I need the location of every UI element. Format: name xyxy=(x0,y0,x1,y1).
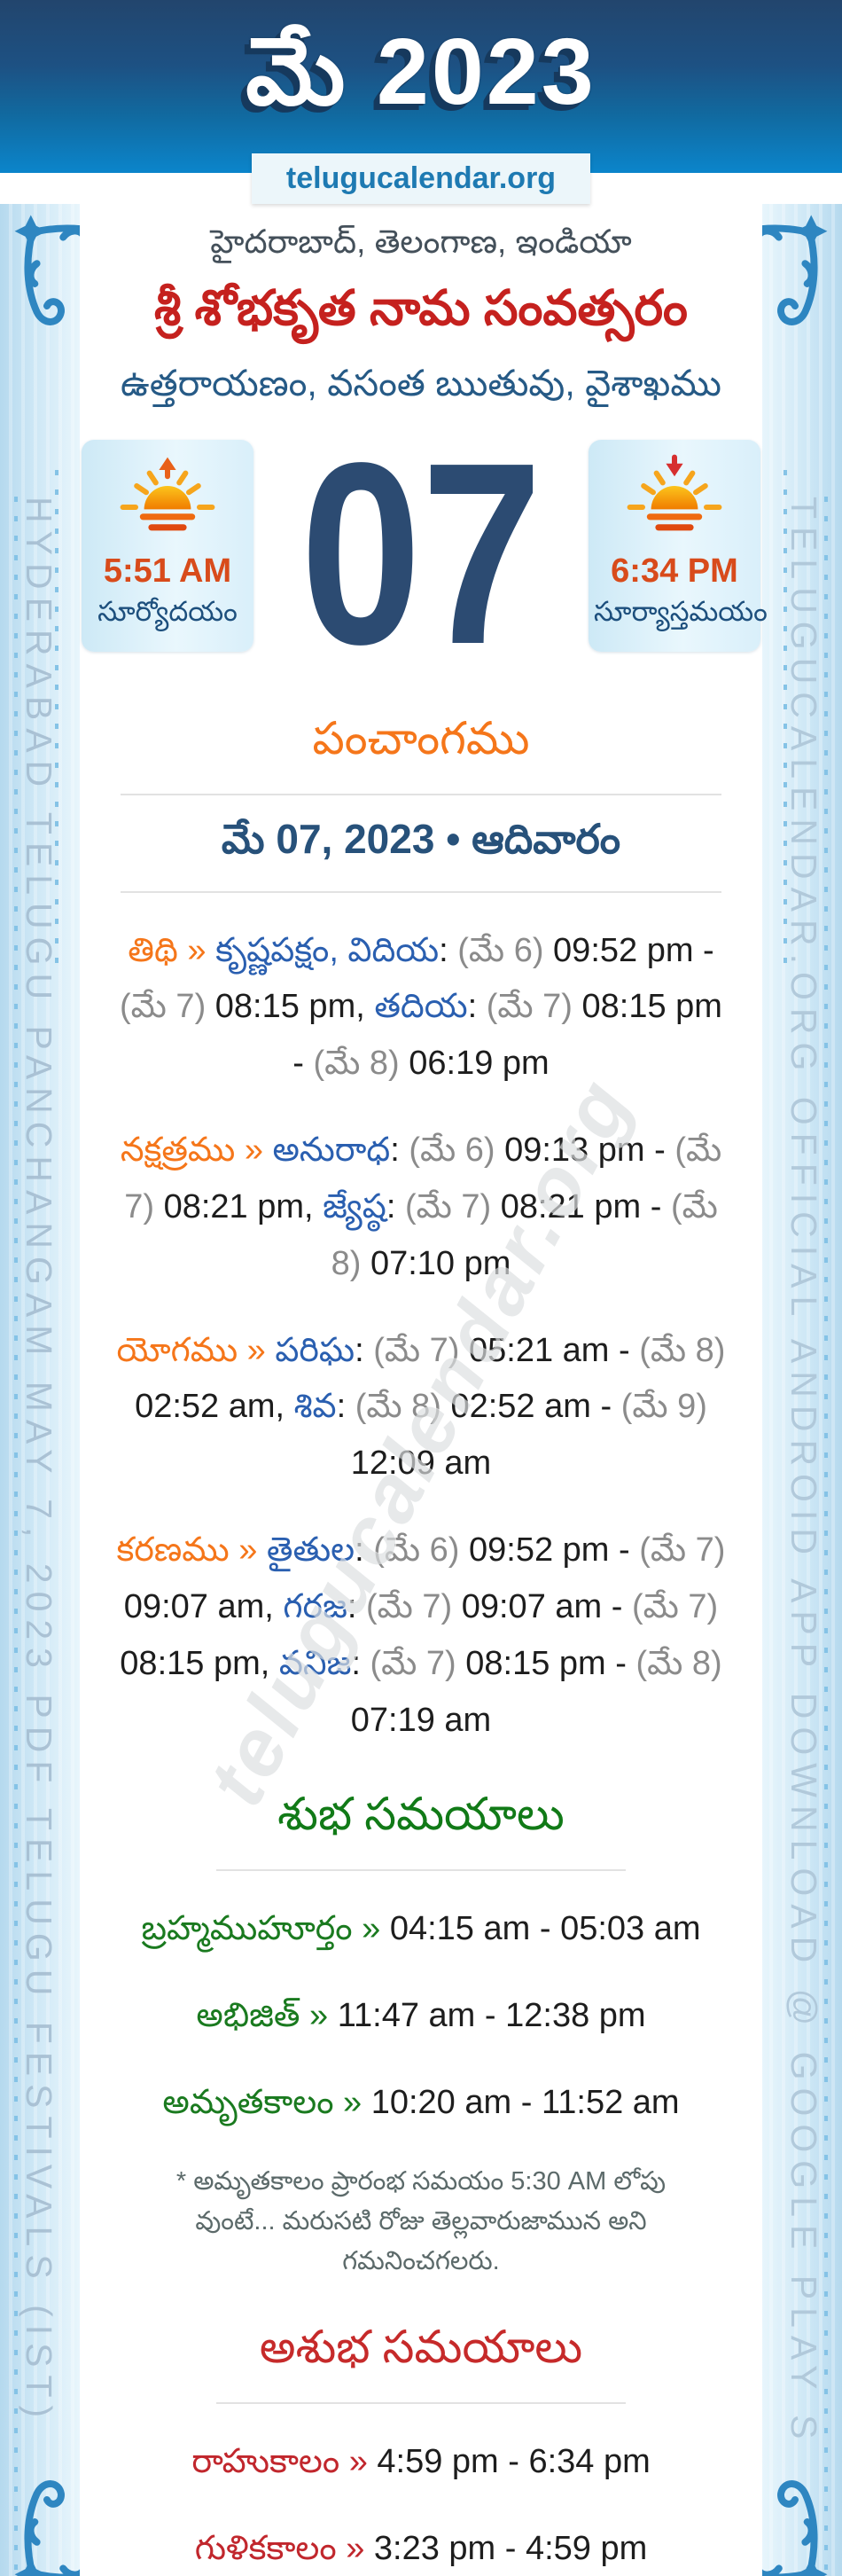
right-dotted-line xyxy=(824,497,828,2572)
sunrise-time: 5:51 AM xyxy=(103,552,232,590)
panchang-row: అభిజిత్ » 11:47 am - 12:38 pm xyxy=(196,1997,646,2035)
panchang-row: బ్రహ్మముహూర్తం » 04:15 am - 05:03 am xyxy=(141,1910,701,1948)
panchang-row: యోగము » పరిఘ: (మే 7) 05:21 am - (మే 8) 0… xyxy=(116,1331,726,1483)
right-margin-strip xyxy=(760,204,842,2576)
left-margin-stripes xyxy=(0,204,82,2576)
sunrise-card: 5:51 AM సూర్యోదయం xyxy=(82,440,253,652)
sunset-time: 6:34 PM xyxy=(611,552,738,590)
divider xyxy=(121,793,721,795)
left-dotted-line xyxy=(14,497,18,2572)
right-inner-dotted-line xyxy=(784,470,787,967)
samvatsara-line: శ్రీ శోభకృత నామ సంవత్సరం xyxy=(154,280,688,335)
panchang-row: రాహుకాలం » 4:59 pm - 6:34 pm xyxy=(191,2442,651,2480)
left-vertical-caption: HYDERABAD TELUGU PANCHANGAM MAY 7, 2023 … xyxy=(19,497,59,2426)
sunrise-label: సూర్యోదయం xyxy=(97,596,238,627)
divider xyxy=(216,2401,626,2404)
divider xyxy=(121,890,721,893)
ashubha-rows: రాహుకాలం » 4:59 pm - 6:34 pm గుళికకాలం » … xyxy=(80,2434,762,2576)
season-line: ఉత్తరాయణం, వసంత ఋతువు, వైశాఖము xyxy=(121,363,721,403)
panchang-row: అమృతకాలం » 10:20 am - 11:52 am xyxy=(162,2084,680,2122)
sunrise-icon xyxy=(120,457,215,531)
day-number: 07 xyxy=(300,409,542,698)
panchang-row: కరణము » తైతుల: (మే 6) 09:52 pm - (మే 7) … xyxy=(116,1531,726,1739)
sunset-card: 6:34 PM సూర్యాస్తమయం xyxy=(588,440,768,652)
decorated-frame: HYDERABAD TELUGU PANCHANGAM MAY 7, 2023 … xyxy=(0,204,842,2576)
site-link[interactable]: telugucalendar.org xyxy=(252,153,590,204)
right-margin-stripes xyxy=(760,204,842,2576)
ashubha-heading: అశుభ సమయాలు xyxy=(259,2321,583,2372)
left-inner-dotted-line xyxy=(55,470,58,967)
panchangam-heading: పంచాంగము xyxy=(312,712,530,763)
region-line: హైదరాబాద్, తెలంగాణ, ఇండియా xyxy=(210,223,632,260)
header-banner: మే 2023 xyxy=(0,0,842,173)
sun-times-row: 5:51 AM సూర్యోదయం 07 xyxy=(82,424,768,683)
page-title: మే 2023 xyxy=(246,20,596,124)
sunset-label: సూర్యాస్తమయం xyxy=(593,596,768,627)
left-margin-strip xyxy=(0,204,82,2576)
panchangam-date-line: మే 07, 2023 • ఆదివారం xyxy=(221,815,621,862)
right-vertical-caption: TELUGUCALENDAR.ORG OFFICIAL ANDROID APP … xyxy=(784,497,824,2447)
content-column: హైదరాబాద్, తెలంగాణ, ఇండియా శ్రీ శోభకృత న… xyxy=(80,204,768,2576)
panchang-row: నక్షత్రము » అనురాధ: (మే 6) 09:13 pm - (మ… xyxy=(120,1131,722,1282)
shubha-heading: శుభ సమయాలు xyxy=(277,1789,565,1840)
sunset-icon xyxy=(627,454,722,531)
panchangam-rows: తిథి » కృష్ణపక్షం, విదియ: (మే 6) 09:52 p… xyxy=(80,923,762,1750)
panchang-row: గుళికకాలం » 3:23 pm - 4:59 pm xyxy=(194,2529,648,2567)
panchang-row: తిథి » కృష్ణపక్షం, విదియ: (మే 6) 09:52 p… xyxy=(120,931,722,1083)
amrutakalam-note: * అమృతకాలం ప్రారంభ సమయం 5:30 AM లోపు వుం… xyxy=(175,2166,667,2275)
shubha-rows: బ్రహ్మముహూర్తం » 04:15 am - 05:03 am అభిజ… xyxy=(80,1901,762,2131)
site-badge-row: telugucalendar.org xyxy=(0,153,842,204)
divider xyxy=(216,1869,626,1872)
